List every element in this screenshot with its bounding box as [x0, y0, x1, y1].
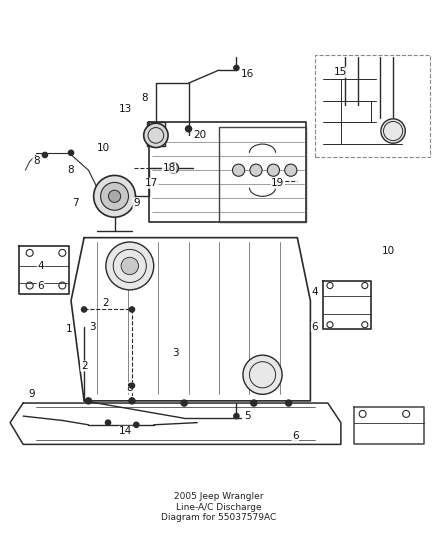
Text: 14: 14 [119, 426, 132, 437]
Circle shape [42, 152, 47, 158]
Circle shape [68, 150, 74, 156]
Text: 8: 8 [33, 157, 39, 166]
Text: 6: 6 [311, 322, 318, 332]
Text: 8: 8 [142, 93, 148, 103]
Text: 19: 19 [271, 178, 284, 188]
Text: 10: 10 [382, 246, 396, 256]
Circle shape [106, 242, 154, 290]
Circle shape [286, 400, 292, 406]
Circle shape [285, 164, 297, 176]
Circle shape [267, 164, 279, 176]
Circle shape [185, 126, 191, 132]
Text: 8: 8 [127, 383, 133, 393]
Circle shape [250, 164, 262, 176]
Text: 20: 20 [193, 131, 206, 140]
Text: 6: 6 [37, 280, 44, 290]
Text: 10: 10 [97, 143, 110, 154]
Circle shape [109, 190, 120, 203]
Text: 7: 7 [72, 198, 79, 208]
Text: 2005 Jeep Wrangler
Line-A/C Discharge
Diagram for 55037579AC: 2005 Jeep Wrangler Line-A/C Discharge Di… [161, 492, 277, 522]
Text: 5: 5 [244, 411, 251, 421]
Text: 4: 4 [311, 287, 318, 297]
Circle shape [234, 66, 239, 70]
Text: 1: 1 [66, 324, 72, 334]
Bar [315, 55, 430, 157]
Circle shape [94, 175, 135, 217]
Text: 4: 4 [37, 261, 44, 271]
Circle shape [129, 383, 134, 388]
Text: 8: 8 [68, 165, 74, 175]
Text: 16: 16 [240, 69, 254, 79]
Text: 18: 18 [162, 163, 176, 173]
Circle shape [106, 420, 111, 425]
Circle shape [101, 182, 128, 210]
Circle shape [181, 400, 187, 406]
Circle shape [251, 400, 257, 406]
Circle shape [233, 164, 245, 176]
Circle shape [129, 307, 134, 312]
Text: 17: 17 [145, 178, 158, 188]
Circle shape [144, 123, 168, 148]
Text: 3: 3 [89, 322, 96, 332]
Circle shape [85, 398, 92, 404]
Circle shape [121, 257, 138, 274]
Text: 15: 15 [334, 67, 347, 77]
Circle shape [168, 163, 179, 173]
Text: 6: 6 [292, 431, 298, 441]
Text: 9: 9 [133, 198, 140, 208]
Text: 2: 2 [81, 361, 88, 371]
Circle shape [234, 414, 239, 419]
Circle shape [134, 422, 139, 427]
Circle shape [381, 119, 405, 143]
Circle shape [81, 307, 87, 312]
Text: 9: 9 [28, 389, 35, 399]
Text: 13: 13 [119, 104, 132, 114]
Circle shape [243, 355, 282, 394]
Text: 2: 2 [102, 298, 109, 308]
Circle shape [129, 398, 135, 404]
Text: 3: 3 [172, 348, 179, 358]
